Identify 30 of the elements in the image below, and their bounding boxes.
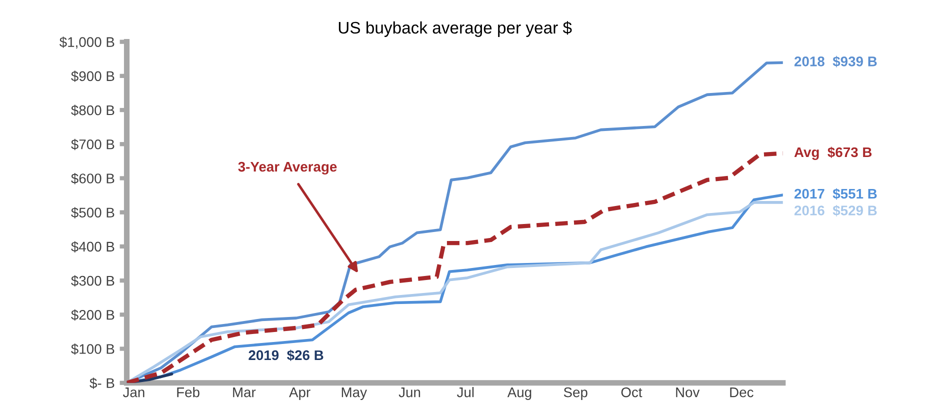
x-tick-label: Apr: [289, 388, 310, 400]
y-tick-label: $200 B: [71, 309, 114, 321]
y-tick-label: $400 B: [71, 241, 114, 252]
series-label: 2017 $551 B: [794, 188, 877, 200]
x-tick-label: Mar: [233, 388, 256, 398]
annotation: 3-Year Average: [238, 162, 337, 174]
x-tick-label: Jan: [122, 388, 144, 398]
chart-title: US buyback average per year $: [338, 21, 572, 37]
x-tick-label: Jul: [456, 387, 474, 398]
x-tick-label: Oct: [621, 387, 642, 398]
y-tick-label: $600 B: [71, 172, 114, 184]
text: 2019 $26 B: [248, 350, 324, 362]
y-tick-label: $100 B: [71, 344, 114, 355]
series-label: Avg $673 B: [794, 146, 872, 160]
y-tick-label: $700 B: [71, 138, 114, 150]
y-tick-label: $- B: [90, 378, 114, 389]
series-label: 2016 $529 B: [794, 204, 877, 216]
y-tick-label: $900 B: [71, 70, 114, 82]
x-tick-label: Jun: [398, 388, 420, 398]
y-tick-label: $1,000 B: [59, 36, 114, 49]
y-tick-label: $500 B: [71, 207, 114, 218]
x-tick-label: Dec: [730, 388, 754, 398]
y-tick-label: $300 B: [71, 275, 114, 287]
y-tick-label: $800 B: [71, 104, 114, 116]
x-tick-label: Sep: [564, 387, 588, 400]
x-tick-label: Feb: [177, 387, 200, 398]
series-label: 2018 $939 B: [794, 56, 877, 68]
x-tick-label: May: [342, 388, 367, 400]
x-tick-label: Nov: [676, 388, 700, 398]
x-tick-label: Aug: [507, 388, 532, 400]
